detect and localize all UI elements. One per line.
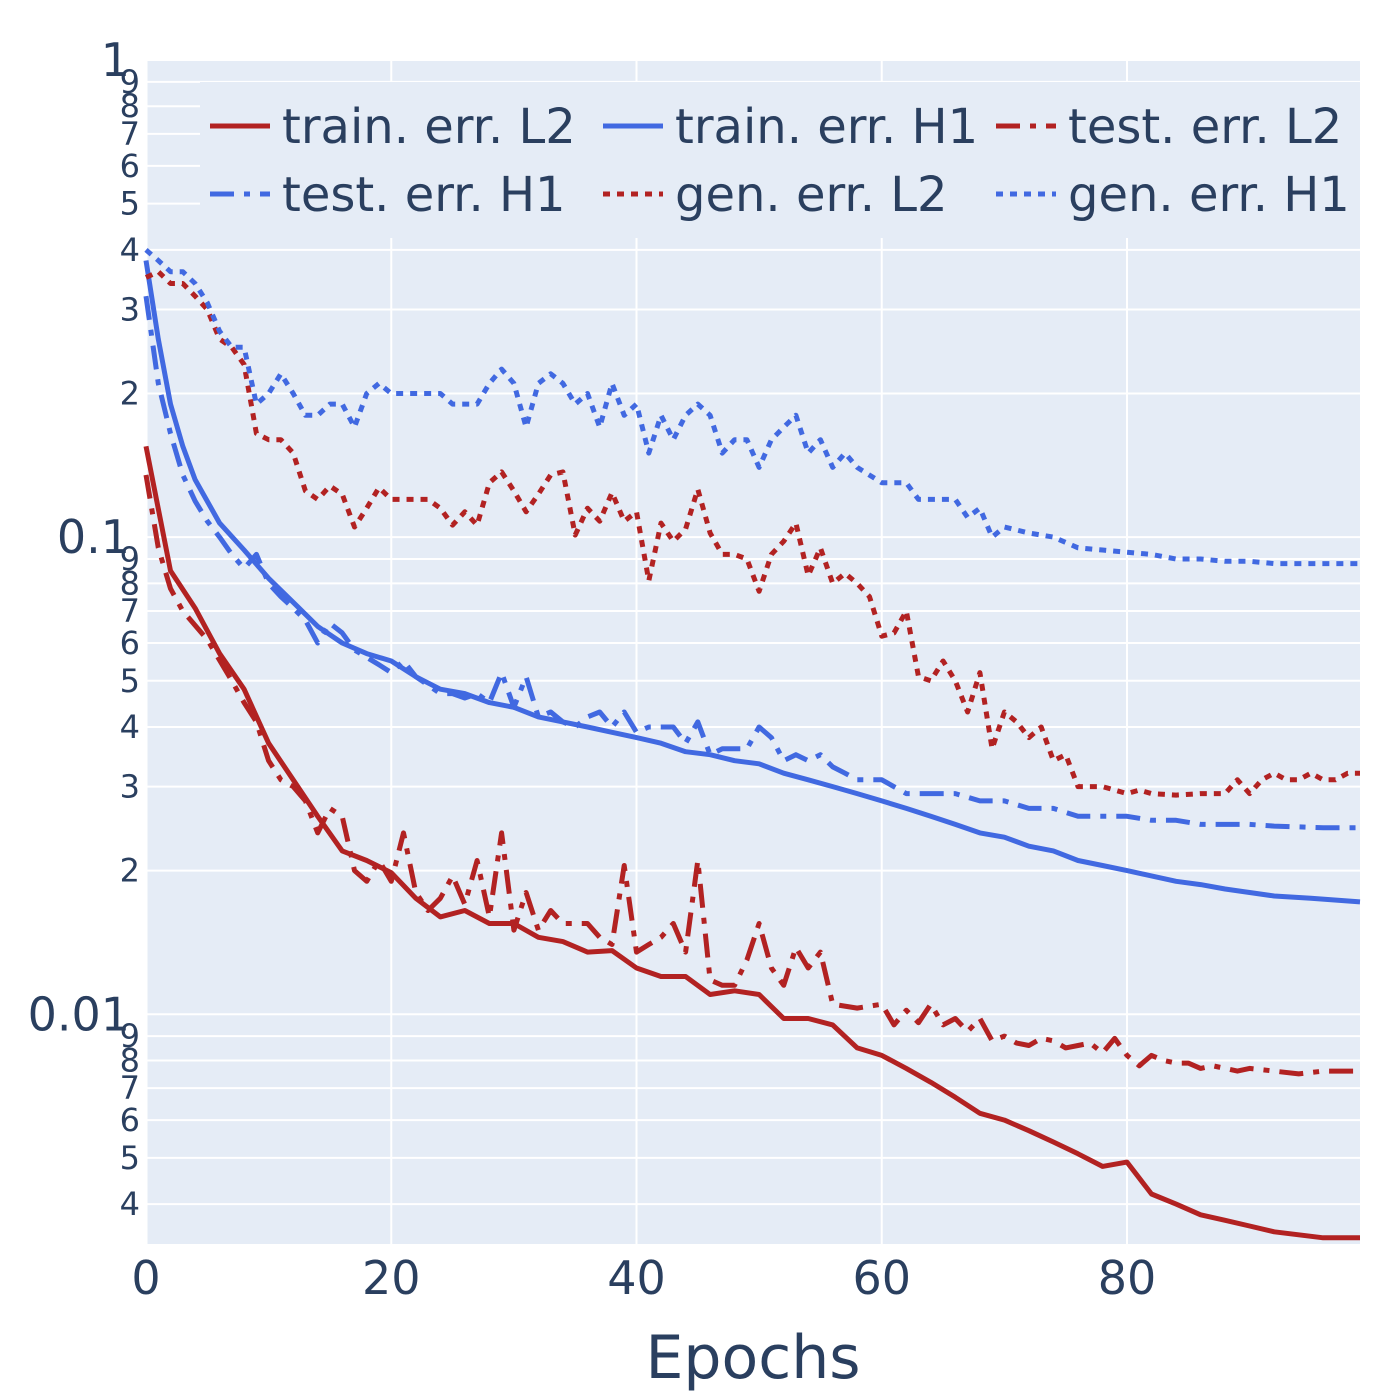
series-line-gen-err-h1 [144,248,1360,567]
legend: train. err. L2 train. err. H1 test. err. L… [200,82,1360,238]
y-minor-tick-label: 3 [120,290,140,328]
y-minor-tick-label: 4 [120,1185,140,1223]
series-line-train-err-l2 [143,445,1360,1241]
y-major-tick-label: 1 [101,33,130,87]
series-line-test-err-l2 [143,474,1360,1077]
series-line-gen-err-l2 [144,269,1360,798]
legend-background [200,82,1360,238]
y-minor-tick-label: 5 [120,185,140,223]
y-major-tick-label: 0.01 [28,987,130,1041]
y-minor-tick-label: 8 [120,1042,140,1080]
y-minor-tick-label: 4 [120,231,140,269]
y-minor-tick-label: 8 [120,87,140,125]
y-minor-tick-label: 9 [120,540,140,578]
y-minor-tick-label: 3 [120,768,140,806]
y-minor-tick-label: 5 [120,1139,140,1177]
legend-label: gen. err. H1 [1068,167,1350,223]
y-minor-tick-label: 8 [120,564,140,602]
y-minor-tick-label: 6 [120,147,140,185]
x-tick-label: 0 [131,1251,160,1305]
y-major-tick-label: 0.1 [57,510,130,564]
legend-label: test. err. L2 [1068,99,1342,155]
x-tick-label: 60 [852,1251,911,1305]
x-tick-label: 20 [362,1251,421,1305]
legend-label: train. err. H1 [675,99,978,155]
y-minor-tick-label: 6 [120,624,140,662]
series-line-test-err-h1 [143,295,1360,831]
series-line-train-err-h1 [143,260,1361,905]
series-lines [143,248,1361,1241]
y-minor-tick-label: 2 [120,852,140,890]
x-tick-label: 80 [1098,1251,1157,1305]
y-minor-tick-label: 6 [120,1101,140,1139]
x-axis-title: Epochs [646,1323,861,1393]
y-minor-tick-label: 2 [120,375,140,413]
x-tick-label: 40 [607,1251,666,1305]
plot-background [146,60,1360,1244]
y-minor-tick-label: 5 [120,662,140,700]
y-minor-tick-label: 9 [120,63,140,101]
y-minor-tick-label: 7 [120,115,140,153]
legend-label: gen. err. L2 [675,167,947,223]
y-minor-tick-label: 4 [120,708,140,746]
x-axis-ticks: 0 20 40 60 80 [131,1251,1156,1305]
legend-label: train. err. L2 [282,99,576,155]
legend-label: test. err. H1 [282,167,566,223]
y-minor-tick-label: 7 [120,1069,140,1107]
y-minor-tick-label: 7 [120,592,140,630]
y-minor-tick-label: 9 [120,1017,140,1055]
